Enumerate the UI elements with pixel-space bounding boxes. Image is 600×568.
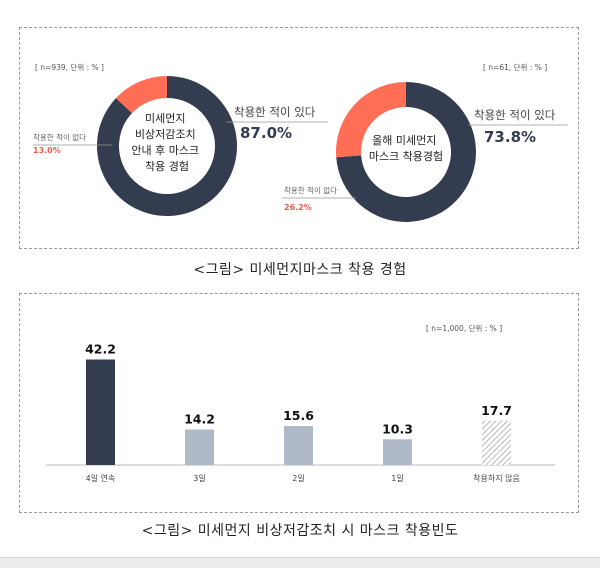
donut-2-center-line-2: 마스크 착용경험 [369, 150, 443, 163]
donut-2-slice-no [336, 82, 406, 158]
donut-chart-1: [ n=939, 단위 : % ] 미세먼지 비상저감조치 안내 후 마스크 착… [33, 62, 328, 216]
bar-value-label-2: 14.2 [184, 412, 215, 427]
donut-2-yes-label: 착용한 적이 있다 [474, 108, 556, 122]
donut-1-sample-size: [ n=939, 단위 : % ] [35, 62, 104, 72]
donut-1-no-value: 13.0% [33, 146, 61, 155]
bar-2 [185, 429, 214, 465]
bar-category-label-4: 1일 [391, 474, 403, 483]
svg-text:미세먼지 비상저감조치 안내 후 마: 미세먼지 비상저감조치 안내 후 마스크 착용 경험 [131, 112, 202, 173]
bar-chart-sample-size: [ n=1,000, 단위 : % ] [426, 323, 502, 333]
donut-2-no-value: 26.2% [284, 203, 312, 212]
donut-1-center-line-4: 착용 경험 [145, 160, 189, 173]
donut-1-center-line-3: 안내 후 마스크 [131, 144, 199, 157]
donut-1-yes-label: 착용한 적이 있다 [234, 105, 316, 119]
donut-1-yes-value: 87.0% [240, 124, 292, 142]
figure2-frame [19, 293, 579, 513]
donut-1-center-line-1: 미세먼지 [145, 112, 185, 125]
bar-value-label-1: 42.2 [85, 342, 116, 357]
bar-3 [284, 426, 313, 465]
bar-1 [86, 359, 115, 465]
donut-2-slice-yes [336, 82, 476, 222]
bar-4 [383, 439, 412, 465]
donut-chart-2: [ n=61, 단위 : % ] 올해 미세먼지 마스크 착용경험 착용한 적이… [282, 62, 568, 222]
donut-1-no-label: 착용한 적이 없다 [33, 132, 86, 142]
donut-2-no-label: 착용한 적이 없다 [284, 185, 337, 195]
bar-category-label-3: 2일 [292, 474, 304, 483]
bar-value-label-4: 10.3 [382, 421, 413, 436]
bar-chart: [ n=1,000, 단위 : % ] 42.2 4일 연속 14.2 3일 15.6 2… [46, 323, 555, 483]
donut-1-slice-no [115, 76, 167, 114]
donut-2-yes-value: 73.8% [484, 128, 536, 146]
bar-category-label-5: 착용하지 않음 [473, 473, 520, 483]
figure-1-caption: <그림> 미세먼지마스크 착용 경험 [193, 262, 407, 278]
figure1-frame [19, 27, 579, 249]
bar-value-label-3: 15.6 [283, 408, 314, 423]
donut-1-slice-yes [97, 76, 237, 216]
svg-text:올해 미세먼지 마스크 착용경험: 올해 미세먼지 마스크 착용경험 [369, 133, 443, 163]
bar-value-label-5: 17.7 [481, 403, 512, 418]
donut-2-sample-size: [ n=61, 단위 : % ] [483, 62, 547, 72]
donut-1-center-line-2: 비상저감조치 [135, 128, 196, 141]
bar-category-label-2: 3일 [193, 474, 205, 483]
footer-scrollbar [0, 557, 600, 568]
donut-2-center-line-1: 올해 미세먼지 [372, 133, 436, 147]
bar-5 [482, 420, 511, 465]
figure-2-caption: <그림> 미세먼지 비상저감조치 시 마스크 착용빈도 [141, 523, 459, 539]
bar-category-label-1: 4일 연속 [86, 474, 116, 483]
